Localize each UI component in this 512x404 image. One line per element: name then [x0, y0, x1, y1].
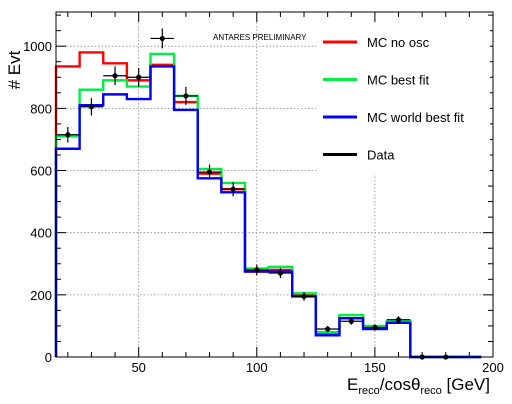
legend-entry: MC best fit: [323, 73, 430, 88]
data-point-marker: [136, 74, 142, 80]
data-point-marker: [159, 35, 165, 42]
x-axis-title: Ereco/cosθreco [GeV]: [347, 375, 490, 397]
legend-label: Data: [367, 148, 395, 163]
data-point: [79, 98, 104, 116]
data-point-marker: [372, 324, 378, 331]
data-point: [292, 292, 316, 301]
y-tick-label: 1000: [23, 39, 52, 54]
data-point: [244, 264, 269, 276]
data-point: [221, 182, 245, 197]
data-point-marker: [301, 293, 307, 299]
data-point: [197, 164, 222, 180]
data-point: [363, 324, 387, 331]
data-point: [315, 325, 340, 333]
legend-entry: MC no osc: [323, 35, 430, 50]
x-tick-label: 50: [131, 360, 145, 375]
plot-frame: [55, 11, 494, 358]
data-point: [103, 66, 127, 86]
data-point-marker: [230, 186, 236, 192]
y-tick-label: 600: [30, 164, 52, 179]
data-point: [174, 86, 198, 105]
y-tick-label: 800: [30, 101, 52, 116]
data-point: [150, 28, 175, 49]
y-tick-label: 400: [30, 226, 52, 241]
data-point-marker: [395, 317, 402, 323]
y-tick-label: 200: [30, 288, 52, 303]
x-axis-title-base: E: [347, 375, 358, 394]
legend-label: MC world best fit: [367, 110, 464, 125]
y-axis-title: # Evt: [5, 50, 24, 89]
data-point-marker: [88, 104, 95, 110]
x-axis-title-sub2: reco: [420, 385, 441, 397]
data-point-marker: [325, 326, 331, 332]
legend-label: MC best fit: [367, 73, 430, 88]
data-point: [268, 268, 293, 279]
x-tick-label: 200: [482, 360, 504, 375]
data-point-marker: [112, 73, 118, 79]
x-tick-label: 150: [364, 360, 386, 375]
data-point: [56, 127, 80, 143]
data-point-marker: [348, 318, 354, 324]
data-points: [56, 28, 458, 360]
x-axis-title-sub1: reco: [358, 385, 379, 397]
series-3-histogram: [54, 65, 482, 359]
data-point-marker: [254, 267, 260, 273]
x-axis-title-mid: /cosθ: [380, 375, 421, 394]
legend: MC no osc MC best fit MC world best fit Dat…: [318, 22, 490, 174]
legend-entry: MC world best fit: [323, 110, 464, 125]
legend-label: MC no osc: [367, 35, 430, 50]
data-point-marker: [183, 93, 189, 99]
legend-background: [318, 22, 490, 174]
legend-entry: Data: [323, 148, 395, 163]
histogram-series: [54, 51, 482, 359]
x-tick-label: 100: [246, 360, 268, 375]
y-tick-label: 0: [45, 350, 52, 365]
data-point: [126, 67, 151, 87]
data-point-marker: [277, 270, 284, 276]
data-point: [339, 317, 364, 325]
data-point-marker: [65, 132, 71, 138]
data-point: [386, 316, 411, 324]
x-axis-title-unit: [GeV]: [442, 375, 490, 394]
axis-ticks: 50 100 150 200 0 200 400 600 800 1000: [23, 12, 504, 375]
annotation-preliminary: ANTARES PRELIMINARY: [213, 33, 307, 42]
data-point-marker: [206, 169, 213, 175]
